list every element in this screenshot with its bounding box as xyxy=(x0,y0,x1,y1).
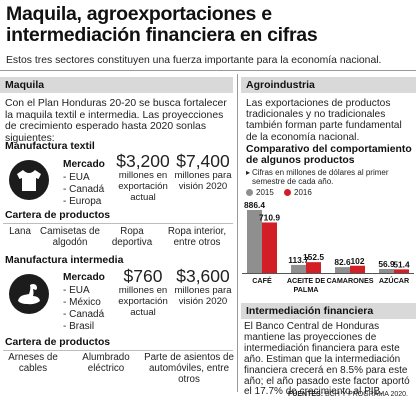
chart-title: Comparativo del comportamiento de alguno… xyxy=(246,144,412,167)
bar-value-label: 710.9 xyxy=(259,212,280,222)
financiera-text: El Banco Central de Honduras mantiene la… xyxy=(244,321,410,398)
chart-note-bullet: ▸ xyxy=(246,168,251,177)
bar-value-label: 102 xyxy=(351,256,365,266)
column-divider xyxy=(237,74,238,392)
bar-2015-2 xyxy=(335,267,350,273)
product-item: Lana xyxy=(9,226,31,237)
product-item: Alumbrado eléctrico xyxy=(82,352,130,374)
textil-mercado-label: Mercado xyxy=(63,159,105,170)
category-label: CAMARONES xyxy=(326,276,373,285)
mercado-item: - Canadá xyxy=(63,309,105,320)
mercado-item: - Europa xyxy=(63,196,102,207)
textil-stat2-caption: millones para visión 2020 xyxy=(174,170,232,192)
product-item: Ropa interior, entre otros xyxy=(167,226,227,248)
chart-note: ▸ Cifras en millones de dólares al prime… xyxy=(246,168,414,186)
agro-section-title: Agroindustria xyxy=(246,79,315,91)
source-text: BCH Y PROGRAMA 2020. xyxy=(325,391,408,398)
page-title: Maquila, agroexportaciones e intermediac… xyxy=(6,3,318,46)
header-divider xyxy=(0,70,416,71)
category-label: PALMA xyxy=(293,285,318,294)
t-shirt-icon xyxy=(9,160,49,200)
category-label: AZÚCAR xyxy=(379,276,410,285)
cartera-underline xyxy=(3,223,233,224)
intermedia-cartera-heading: Cartera de productos xyxy=(5,337,111,348)
bar-2015-3 xyxy=(379,268,394,273)
intermedia-stat1-value: $760 xyxy=(123,266,163,286)
textil-cartera-heading: Cartera de productos xyxy=(5,210,111,221)
intermedia-mercado-list: - EUA - México - Canadá - Brasil xyxy=(63,285,104,333)
maquila-intro: Con el Plan Honduras 20-20 se busca fort… xyxy=(5,98,227,144)
source-note: FUENTES: BCH Y PROGRAMA 2020. xyxy=(288,391,408,398)
textil-stat2-value: $7,400 xyxy=(176,151,230,171)
legend-label-2016: 2016 xyxy=(294,188,312,197)
bar-2015-0 xyxy=(247,210,262,273)
chart-legend-2016: 2016 xyxy=(284,188,312,197)
bar-2016-0 xyxy=(262,222,277,273)
textil-heading: Manufactura textil xyxy=(5,140,95,152)
bar-2015-1 xyxy=(291,264,306,273)
agro-intro: Las exportaciones de productos tradicion… xyxy=(246,98,402,143)
agro-section-bar xyxy=(241,77,416,93)
maquila-section-title: Maquila xyxy=(5,79,45,91)
bar-value-label: 51.4 xyxy=(393,259,410,269)
textil-stat1-value: $3,200 xyxy=(116,151,170,171)
textil-mercado-list: - EUA - Canadá - Europa xyxy=(63,172,104,208)
arm-muscle-icon xyxy=(9,274,49,314)
bar-2016-3 xyxy=(394,269,409,273)
legend-swatch-2015 xyxy=(246,189,253,196)
textil-stat1-caption: millones en exportación actual xyxy=(118,170,168,203)
bar-value-label: 113.7 xyxy=(288,255,309,265)
chart-legend-2015: 2015 xyxy=(246,188,274,197)
cartera-underline xyxy=(3,350,233,351)
mercado-item: - Brasil xyxy=(63,321,95,332)
bar-2016-1 xyxy=(306,262,321,273)
category-label: CAFÉ xyxy=(252,276,272,285)
bar-value-label: 886.4 xyxy=(244,200,265,210)
bar-value-label: 82.6 xyxy=(334,257,351,267)
chart-note-text: Cifras en millones de dólares al primer … xyxy=(252,168,389,186)
intermedia-stat2-caption: millones para visión 2020 xyxy=(174,285,232,307)
page-subtitle: Estos tres sectores constituyen una fuer… xyxy=(6,55,382,66)
category-label: ACEITE DE xyxy=(287,276,326,285)
financiera-section-title: Intermediación financiera xyxy=(246,305,374,317)
bar-2016-2 xyxy=(350,265,365,273)
intermedia-heading: Manufactura intermedia xyxy=(5,254,124,266)
product-item: Arneses de cables xyxy=(8,352,58,374)
intermedia-mercado-label: Mercado xyxy=(63,272,105,283)
mercado-item: - México xyxy=(63,297,101,308)
bar-value-label: 56.9 xyxy=(378,259,395,269)
mercado-item: - EUA xyxy=(63,172,90,183)
legend-swatch-2016 xyxy=(284,189,291,196)
maquila-section-bar xyxy=(0,77,233,93)
intermedia-stat2-value: $3,600 xyxy=(176,266,230,286)
product-item: Ropa deportiva xyxy=(111,226,153,248)
intermedia-stat1-caption: millones en exportación actual xyxy=(118,285,168,318)
financiera-section-bar xyxy=(241,303,416,319)
source-label: FUENTES: xyxy=(288,391,324,398)
legend-label-2015: 2015 xyxy=(256,188,274,197)
mercado-item: - EUA xyxy=(63,285,90,296)
product-item: Camisetas de algodón xyxy=(40,226,100,248)
mercado-item: - Canadá xyxy=(63,184,105,195)
bar-value-label: 152.5 xyxy=(303,252,324,262)
product-item: Parte de asientos de automóviles, entre … xyxy=(144,352,234,385)
